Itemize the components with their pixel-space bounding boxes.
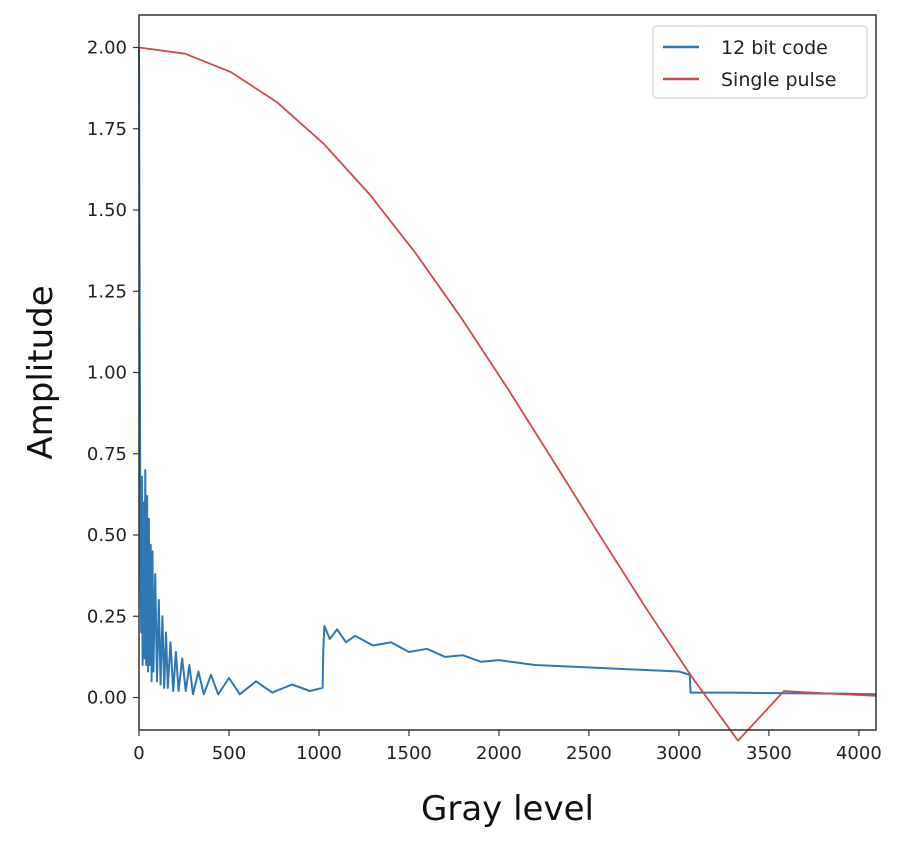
x-tick-label: 500 xyxy=(212,743,246,764)
y-tick-label: 0.50 xyxy=(87,525,127,546)
y-axis: 0.00 0.25 0.50 0.75 1.00 1.25 1.50 1.75 2.00 xyxy=(87,38,139,709)
y-tick-label: 0.25 xyxy=(87,606,127,627)
x-tick-label: 3500 xyxy=(746,743,792,764)
series-line-12-bit-code xyxy=(138,47,877,696)
x-tick-label: 0 xyxy=(133,743,144,764)
y-tick-label: 1.25 xyxy=(87,281,127,302)
plot-frame xyxy=(138,14,877,731)
legend-box xyxy=(652,25,868,99)
x-tick-label: 2000 xyxy=(476,743,522,764)
y-tick-label: 1.00 xyxy=(87,363,127,384)
y-tick-label: 2.00 xyxy=(87,38,127,59)
series-line-single-pulse xyxy=(138,46,877,742)
plot-area xyxy=(138,46,877,742)
x-tick-label: 3000 xyxy=(656,743,702,764)
legend-entry-single-pulse: Single pulse xyxy=(721,69,836,91)
y-tick-label: 0.75 xyxy=(87,444,127,465)
y-tick-label: 1.50 xyxy=(87,200,127,221)
x-tick-label: 2500 xyxy=(566,743,612,764)
x-tick-label: 1500 xyxy=(386,743,432,764)
y-tick-label: 1.75 xyxy=(87,119,127,140)
y-tick-label: 0.00 xyxy=(87,688,127,709)
x-tick-label: 1000 xyxy=(296,743,342,764)
y-axis-label: Amplitude xyxy=(21,285,61,459)
x-axis-label: Gray level xyxy=(421,789,594,829)
x-axis: 0 500 1000 1500 2000 2500 3000 3500 4000 xyxy=(133,730,882,764)
legend-entry-12-bit-code: 12 bit code xyxy=(721,37,828,59)
legend: 12 bit code Single pulse xyxy=(652,25,868,99)
x-tick-label: 4000 xyxy=(836,743,882,764)
